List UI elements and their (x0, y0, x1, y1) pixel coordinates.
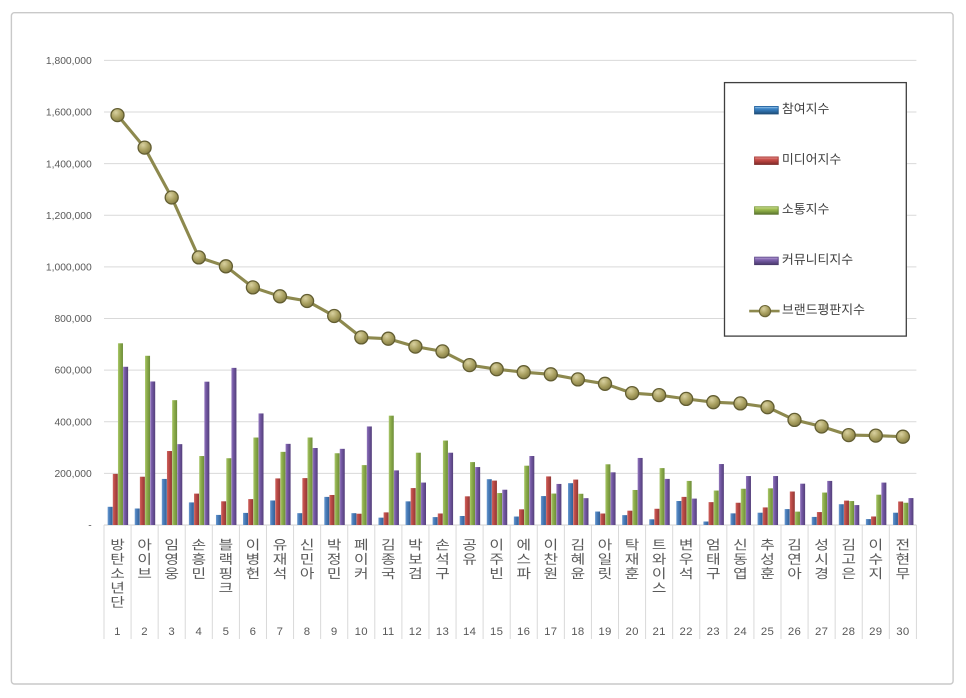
svg-text:29: 29 (869, 626, 882, 638)
svg-text:4: 4 (195, 626, 202, 638)
svg-text:3: 3 (168, 626, 175, 638)
svg-text:800,000: 800,000 (54, 314, 91, 325)
svg-text:18: 18 (571, 626, 584, 638)
svg-text:16: 16 (517, 626, 530, 638)
svg-text:1,800,000: 1,800,000 (46, 56, 92, 67)
svg-text:6: 6 (250, 626, 257, 638)
svg-text:600,000: 600,000 (54, 366, 91, 377)
svg-text:-: - (88, 521, 91, 532)
svg-text:5: 5 (223, 626, 230, 638)
svg-text:30: 30 (896, 626, 909, 638)
svg-text:24: 24 (734, 626, 747, 638)
svg-text:10: 10 (355, 626, 368, 638)
svg-text:400,000: 400,000 (54, 417, 91, 428)
svg-text:22: 22 (680, 626, 693, 638)
svg-text:19: 19 (598, 626, 611, 638)
svg-text:25: 25 (761, 626, 774, 638)
svg-text:11: 11 (382, 626, 394, 638)
svg-text:15: 15 (490, 626, 503, 638)
svg-text:1,200,000: 1,200,000 (46, 211, 92, 222)
svg-text:21: 21 (652, 626, 665, 638)
svg-text:9: 9 (331, 626, 338, 638)
svg-text:27: 27 (815, 626, 828, 638)
svg-text:1: 1 (114, 626, 121, 638)
svg-text:13: 13 (436, 626, 449, 638)
svg-text:17: 17 (544, 626, 557, 638)
svg-text:1,600,000: 1,600,000 (46, 108, 92, 119)
svg-text:1,400,000: 1,400,000 (46, 159, 92, 170)
svg-text:20: 20 (625, 626, 638, 638)
svg-text:26: 26 (788, 626, 801, 638)
svg-text:200,000: 200,000 (54, 469, 91, 480)
svg-text:2: 2 (141, 626, 148, 638)
svg-text:14: 14 (463, 626, 476, 638)
svg-text:12: 12 (409, 626, 422, 638)
svg-text:28: 28 (842, 626, 855, 638)
svg-text:8: 8 (304, 626, 311, 638)
svg-text:23: 23 (707, 626, 720, 638)
svg-text:1,000,000: 1,000,000 (46, 263, 92, 274)
svg-text:7: 7 (277, 626, 284, 638)
